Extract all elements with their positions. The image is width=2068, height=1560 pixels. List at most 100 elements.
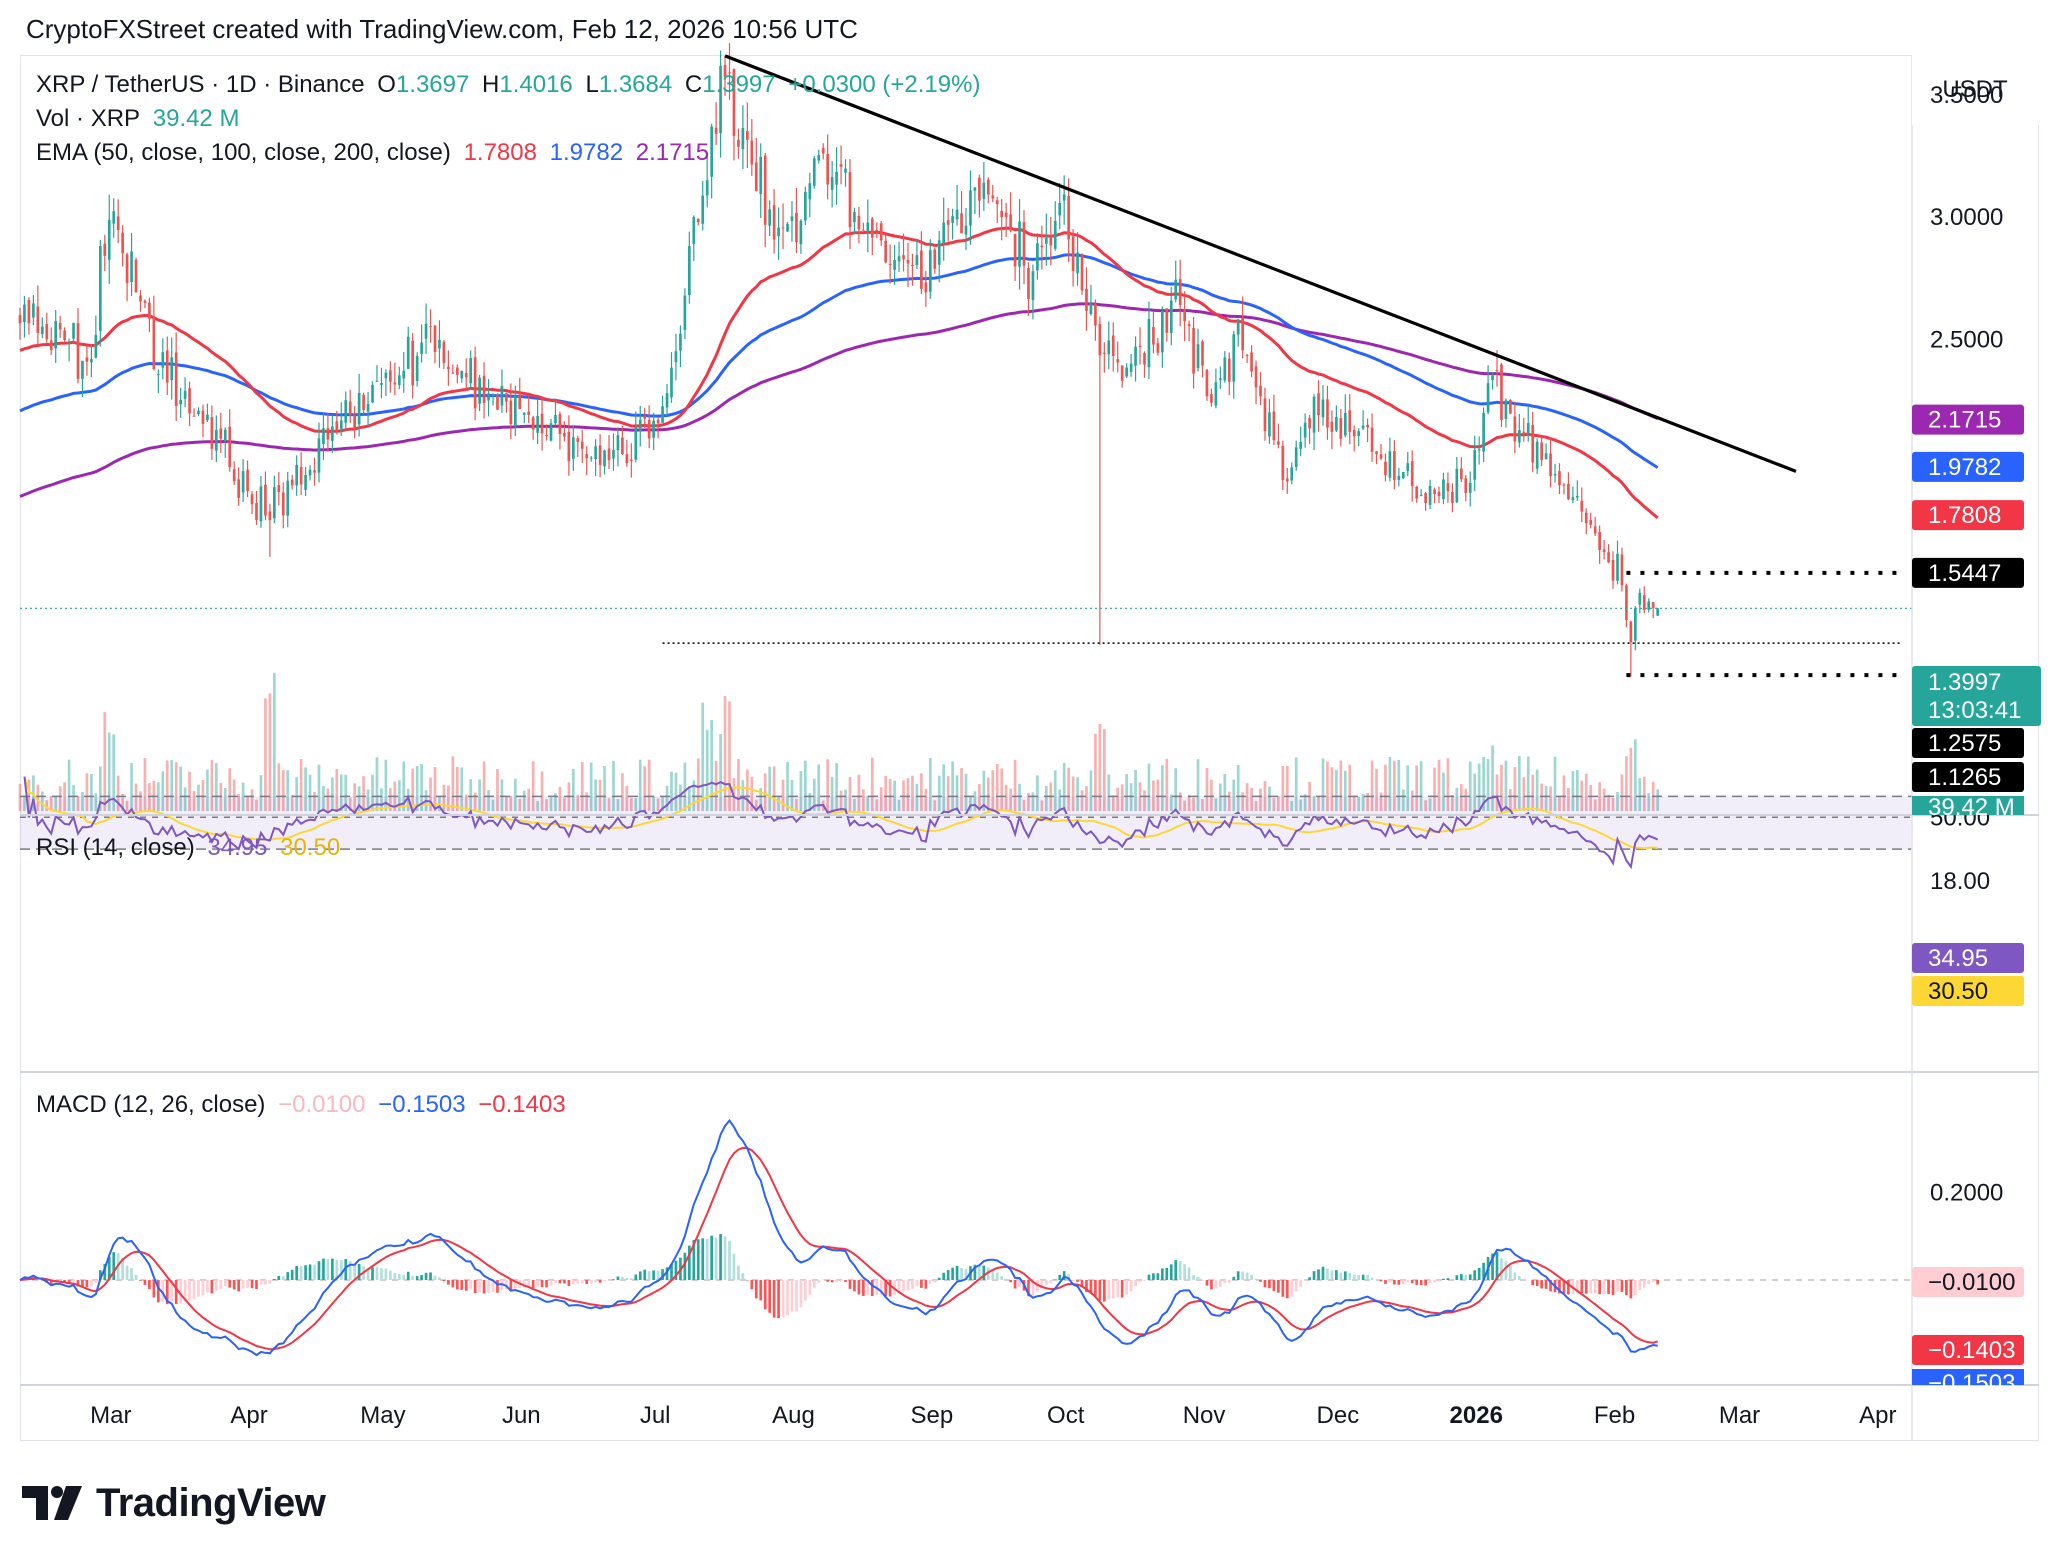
volume-bar — [192, 790, 196, 811]
time-axis-label: Aug — [772, 1402, 815, 1429]
time-axis-label: Jul — [640, 1402, 671, 1429]
macd-signal-badge: −0.1403 — [1912, 1335, 2024, 1365]
macd-histogram-bar — [732, 1253, 736, 1280]
volume-bar — [1442, 772, 1445, 811]
macd-histogram-bar — [366, 1267, 370, 1280]
volume-bar — [1455, 787, 1459, 811]
volume-bar — [40, 791, 44, 811]
macd-histogram-bar — [982, 1265, 986, 1280]
rsi-band-fill — [20, 796, 1912, 850]
candlesticks — [18, 43, 1659, 677]
descending-trendline[interactable] — [724, 54, 1797, 473]
volume-bar — [612, 761, 615, 811]
time-axis-label: Apr — [1859, 1402, 1896, 1429]
last-price-text: 1.3997 — [1928, 669, 2001, 696]
candle — [737, 128, 740, 159]
volume-bar — [411, 768, 415, 811]
macd-histogram-bar — [1379, 1280, 1383, 1282]
macd-histogram-bar — [933, 1280, 937, 1283]
candle — [1375, 450, 1378, 465]
macd-histogram-bar — [1468, 1274, 1472, 1280]
volume-bar — [754, 799, 758, 811]
candle — [884, 233, 888, 264]
volume-bar — [1134, 769, 1137, 811]
candle — [661, 395, 664, 423]
volume-bar — [862, 789, 865, 811]
ema-legend[interactable]: EMA (50, close, 100, close, 200, close) … — [36, 139, 715, 167]
volume-bar — [1294, 757, 1298, 811]
volume-bar — [1263, 781, 1267, 811]
ema200-badge: 2.1715 — [1912, 404, 2024, 435]
candle — [688, 231, 691, 304]
volume-bar — [375, 757, 379, 811]
candle — [1013, 233, 1017, 282]
chart-frame[interactable] — [20, 55, 2039, 1441]
candle — [1540, 435, 1543, 467]
candle — [1143, 351, 1146, 378]
candle — [1308, 414, 1311, 444]
macd-histogram-bar — [1031, 1280, 1035, 1296]
volume-bar — [299, 759, 303, 811]
macd-histogram-bar — [853, 1280, 856, 1292]
candle — [1058, 183, 1062, 230]
candle — [946, 207, 950, 242]
candle — [139, 290, 142, 312]
macd-histogram-bar — [1156, 1273, 1160, 1280]
volume-bar — [1053, 770, 1057, 811]
macd-histogram-bar — [1584, 1280, 1588, 1294]
candle — [1161, 306, 1164, 368]
candle — [206, 403, 209, 423]
candle — [902, 233, 905, 272]
candle — [589, 455, 593, 462]
macd-histogram-bar — [1236, 1271, 1240, 1280]
volume-bar — [277, 763, 281, 811]
volume-value: 39.42 M — [152, 105, 240, 132]
volume-bar — [505, 796, 508, 811]
volume-bar — [991, 770, 995, 811]
candle — [1290, 462, 1294, 485]
rsi-legend[interactable]: RSI (14, close) 34.95 30.50 — [36, 834, 346, 862]
candle — [1027, 262, 1030, 317]
candle — [357, 373, 361, 437]
tradingview-logo[interactable]: TradingView — [22, 1478, 326, 1528]
candle — [473, 346, 477, 421]
volume-bar — [1571, 771, 1575, 811]
volume-bar — [714, 760, 718, 811]
candle — [866, 199, 870, 253]
candle — [339, 402, 343, 436]
candle — [598, 434, 602, 478]
candle — [1192, 317, 1195, 389]
symbol-legend[interactable]: XRP / TetherUS · 1D · Binance O1.3697 H1… — [36, 71, 986, 99]
macd-histogram-bar — [455, 1280, 459, 1290]
macd-histogram-bar — [1451, 1278, 1454, 1280]
volume-bar — [1647, 793, 1651, 811]
volume-bar — [134, 783, 138, 811]
candle — [1339, 408, 1343, 447]
volume-bar — [1232, 779, 1236, 811]
macd-histogram-bar — [580, 1280, 584, 1284]
volume-bar — [473, 792, 477, 811]
candle — [433, 324, 437, 364]
candle — [1335, 405, 1338, 432]
macd-legend[interactable]: MACD (12, 26, close) −0.0100 −0.1503 −0.… — [36, 1091, 572, 1119]
currency-button[interactable] — [1912, 55, 2039, 125]
candle — [777, 207, 780, 260]
candle — [629, 443, 633, 478]
candle — [857, 206, 861, 244]
candle — [1535, 438, 1539, 474]
candle — [549, 418, 553, 442]
candle — [1071, 228, 1075, 287]
volume-legend[interactable]: Vol · XRP 39.42 M — [36, 105, 245, 133]
volume-bar — [1250, 787, 1253, 811]
candle — [973, 187, 977, 215]
macd-histogram-bar — [946, 1270, 950, 1280]
candle — [1455, 456, 1459, 504]
macd-histogram-bar — [139, 1280, 142, 1281]
candle — [763, 152, 767, 248]
candle — [607, 434, 611, 470]
candle — [1544, 443, 1548, 460]
candle — [701, 180, 705, 231]
volume-bar — [362, 776, 365, 811]
